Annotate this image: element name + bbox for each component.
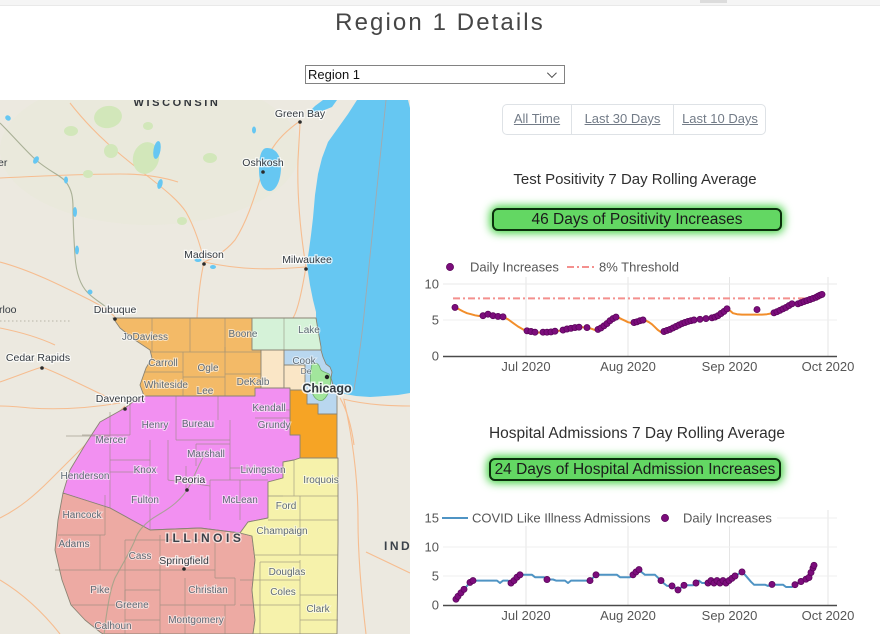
svg-text:Boone: Boone bbox=[229, 329, 258, 340]
svg-text:Sep 2020: Sep 2020 bbox=[702, 359, 758, 374]
svg-text:Oct 2020: Oct 2020 bbox=[802, 359, 855, 374]
svg-text:Henry: Henry bbox=[142, 420, 169, 431]
svg-text:Fulton: Fulton bbox=[131, 495, 159, 506]
svg-text:De: De bbox=[301, 366, 312, 376]
svg-text:10: 10 bbox=[425, 540, 439, 555]
svg-text:Clark: Clark bbox=[306, 604, 330, 615]
svg-text:Milwaukee: Milwaukee bbox=[282, 254, 332, 266]
svg-text:Dubuque: Dubuque bbox=[94, 304, 137, 316]
svg-text:Kendall: Kendall bbox=[252, 403, 285, 414]
svg-text:Marshall: Marshall bbox=[187, 449, 225, 460]
svg-text:Sep 2020: Sep 2020 bbox=[702, 608, 758, 623]
svg-text:Green Bay: Green Bay bbox=[275, 108, 326, 120]
svg-text:Livingston: Livingston bbox=[240, 465, 285, 476]
svg-text:Lee: Lee bbox=[197, 386, 214, 397]
svg-text:JoDaviess: JoDaviess bbox=[122, 332, 168, 343]
svg-text:Carroll: Carroll bbox=[148, 358, 177, 369]
svg-text:Madison: Madison bbox=[184, 249, 224, 261]
svg-text:Oshkosh: Oshkosh bbox=[242, 157, 284, 169]
svg-text:Whiteside: Whiteside bbox=[144, 380, 188, 391]
svg-text:Grundy: Grundy bbox=[258, 420, 291, 431]
svg-text:Cedar Rapids: Cedar Rapids bbox=[6, 352, 70, 364]
svg-text:er: er bbox=[0, 157, 8, 169]
svg-text:IND: IND bbox=[384, 539, 410, 553]
svg-text:Ford: Ford bbox=[276, 501, 297, 512]
svg-text:Springfield: Springfield bbox=[159, 555, 209, 567]
svg-text:rloo: rloo bbox=[0, 304, 17, 316]
svg-text:Henderson: Henderson bbox=[61, 471, 110, 482]
svg-text:8% Threshold: 8% Threshold bbox=[599, 260, 679, 275]
svg-text:COVID Like Illness Admissions: COVID Like Illness Admissions bbox=[472, 511, 651, 526]
svg-text:Douglas: Douglas bbox=[269, 567, 306, 578]
svg-text:Montgomery: Montgomery bbox=[168, 615, 224, 626]
svg-text:DeKalb: DeKalb bbox=[237, 377, 270, 388]
svg-text:0: 0 bbox=[432, 349, 439, 364]
svg-text:5: 5 bbox=[432, 313, 439, 328]
svg-text:Pike: Pike bbox=[90, 585, 110, 596]
svg-text:Hancock: Hancock bbox=[63, 510, 103, 521]
svg-text:Cass: Cass bbox=[129, 551, 152, 562]
svg-text:Daily Increases: Daily Increases bbox=[470, 260, 559, 275]
svg-text:10: 10 bbox=[425, 277, 439, 292]
svg-text:ILLINOIS: ILLINOIS bbox=[166, 531, 245, 545]
svg-text:Adams: Adams bbox=[58, 539, 89, 550]
svg-text:Champaign: Champaign bbox=[256, 526, 307, 537]
svg-text:Knox: Knox bbox=[134, 465, 157, 476]
svg-text:15: 15 bbox=[425, 511, 439, 526]
svg-text:McLean: McLean bbox=[222, 495, 258, 506]
svg-text:Cook: Cook bbox=[292, 356, 316, 367]
svg-text:Coles: Coles bbox=[270, 587, 296, 598]
svg-text:Chicago: Chicago bbox=[302, 382, 352, 396]
svg-text:Ogle: Ogle bbox=[197, 363, 219, 374]
svg-text:Mercer: Mercer bbox=[95, 435, 127, 446]
svg-text:Daily Increases: Daily Increases bbox=[683, 511, 772, 526]
svg-text:Peoria: Peoria bbox=[175, 474, 206, 486]
svg-text:Calhoun: Calhoun bbox=[94, 621, 131, 632]
svg-text:Oct 2020: Oct 2020 bbox=[802, 608, 855, 623]
svg-text:WISCONSIN: WISCONSIN bbox=[134, 100, 221, 109]
svg-text:Jul 2020: Jul 2020 bbox=[501, 359, 550, 374]
svg-text:Aug 2020: Aug 2020 bbox=[600, 359, 656, 374]
svg-text:Iroquois: Iroquois bbox=[303, 475, 339, 486]
svg-text:Greene: Greene bbox=[115, 600, 149, 611]
svg-text:5: 5 bbox=[432, 569, 439, 584]
svg-text:Aug 2020: Aug 2020 bbox=[600, 608, 656, 623]
svg-text:Davenport: Davenport bbox=[96, 393, 145, 405]
svg-text:Lake: Lake bbox=[298, 325, 320, 336]
svg-text:Christian: Christian bbox=[188, 585, 227, 596]
svg-text:0: 0 bbox=[432, 598, 439, 613]
svg-text:Jul 2020: Jul 2020 bbox=[501, 608, 550, 623]
svg-text:Bureau: Bureau bbox=[182, 419, 214, 430]
